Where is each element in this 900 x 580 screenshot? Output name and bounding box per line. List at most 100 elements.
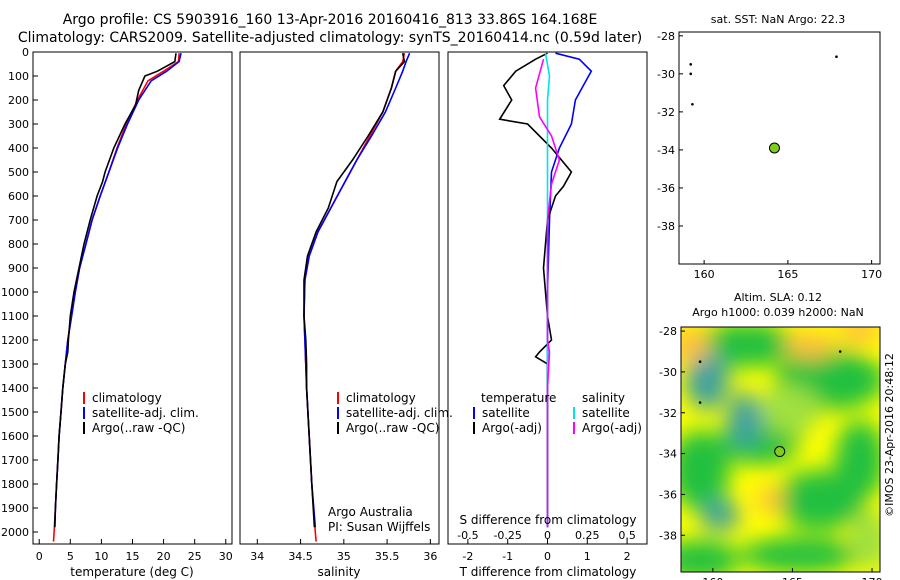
sst-map-points: [689, 55, 838, 154]
lon-tick-label: 165: [777, 268, 798, 281]
salinity-x-label: salinity: [317, 565, 360, 579]
lat-tick-label: -32: [657, 106, 675, 119]
argo-line: [54, 53, 177, 528]
s-diff-tick-label: 0.5: [618, 529, 636, 542]
profile-location-marker: [774, 446, 786, 458]
s-diff-tick-label: -0.25: [493, 529, 521, 542]
t-difference-x-axis: -2 -1 0 1 2: [462, 539, 631, 563]
difference-series: [498, 52, 593, 528]
profile-location-marker: [768, 142, 780, 154]
figure-title-line1: Argo profile: CS 5903916_160 13-Apr-2016…: [63, 12, 598, 28]
difference-legend: temperature salinity satellite Argo(-adj…: [473, 391, 642, 435]
s-argo-diff-line: [534, 58, 561, 528]
climatology-line: [303, 53, 406, 542]
temperature-axes-frame: [32, 51, 233, 545]
x-tick-label: -2: [462, 550, 473, 563]
lon-tick-label: 170: [861, 268, 882, 281]
depth-tick-label: 200: [8, 94, 29, 107]
heatmap-blob: [727, 392, 763, 448]
float-position-point: [698, 401, 702, 404]
sst-map-title: sat. SST: NaN Argo: 22.3: [711, 13, 845, 26]
legend-climatology: climatology: [346, 391, 416, 405]
salinity-series: [303, 52, 411, 542]
heatmap-blobs: [681, 327, 880, 572]
x-tick-label: 5: [67, 550, 74, 563]
depth-tick-label: 900: [8, 262, 29, 275]
s-diff-tick-label: 0: [544, 529, 551, 542]
lat-tick-label: -34: [659, 448, 677, 461]
depth-tick-label: 2000: [1, 526, 29, 539]
depth-tick-label: 1900: [1, 502, 29, 515]
lat-tick-label: -30: [659, 366, 677, 379]
sla-map-title-line1: Altim. SLA: 0.12: [734, 291, 822, 304]
legend-t-satellite: satellite: [482, 406, 530, 420]
depth-tick-label: 700: [8, 214, 29, 227]
lat-tick-label: -28: [659, 325, 677, 338]
legend-argo: Argo(..raw -QC): [346, 421, 439, 435]
float-position-point: [835, 55, 838, 59]
lon-tick-label: 165: [782, 576, 803, 580]
lon-tick-label: 160: [702, 576, 723, 580]
heatmap-blob: [700, 499, 740, 531]
x-tick-label: 34.5: [288, 550, 313, 563]
float-position-point: [689, 63, 693, 66]
heatmap-blob: [838, 327, 880, 344]
float-position-point: [698, 360, 702, 364]
depth-tick-label: 1400: [1, 382, 29, 395]
heatmap-blob: [760, 385, 820, 435]
depth-tick-label: 500: [8, 166, 29, 179]
legend-satellite-adj: satellite-adj. clim.: [92, 406, 199, 420]
sla-map-points: [698, 350, 842, 458]
temperature-panel: 0100200300400500600700800900100011001200…: [1, 46, 233, 579]
sst-map-axes: -28 -30 -32 -34 -36 -38 160 165 170: [657, 30, 882, 281]
x-tick-label: 0: [544, 550, 551, 563]
x-tick-label: 2: [624, 550, 631, 563]
heatmap-blob: [785, 331, 835, 359]
heatmap-blob: [681, 430, 730, 510]
salinity-legend: climatology satellite-adj. clim. Argo(..…: [337, 391, 453, 435]
satellite-adj-line: [303, 52, 411, 528]
heatmap-blob: [740, 537, 860, 572]
sla-map-axes: -28 -30 -32 -34 -36 -38 160 165 170: [659, 325, 883, 580]
depth-tick-label: 1200: [1, 334, 29, 347]
float-position-point: [691, 102, 694, 106]
heatmap-blob: [681, 540, 740, 572]
x-tick-label: 35.5: [375, 550, 400, 563]
x-tick-label: 35: [337, 550, 351, 563]
legend-title-salinity: salinity: [582, 391, 625, 405]
lon-tick-label: 160: [694, 268, 715, 281]
x-tick-label: -1: [502, 550, 513, 563]
s-difference-label: S difference from climatology: [460, 513, 637, 527]
annotation-pi: PI: Susan Wijffels: [328, 520, 430, 534]
depth-tick-label: 1800: [1, 478, 29, 491]
lat-tick-label: -36: [659, 488, 677, 501]
depth-tick-label: 1300: [1, 358, 29, 371]
heatmap-blob: [755, 488, 785, 512]
copyright-note: ©IMOS 23-Apr-2016 20:48:12: [883, 353, 896, 517]
x-tick-label: 20: [157, 550, 171, 563]
depth-tick-label: 1500: [1, 406, 29, 419]
lat-tick-label: -30: [657, 68, 675, 81]
legend-t-argo: Argo(-adj): [482, 421, 542, 435]
lon-tick-label: 170: [862, 576, 883, 580]
depth-tick-label: 1700: [1, 454, 29, 467]
argo-line: [303, 53, 406, 528]
sla-map-panel: Altim. SLA: 0.12 Argo h1000: 0.039 h2000…: [659, 291, 883, 580]
legend-s-satellite: satellite: [582, 406, 630, 420]
s-difference-ticks: -0.5 -0.25 0 0.25 0.5: [457, 529, 636, 542]
depth-tick-label: 1100: [1, 310, 29, 323]
sla-map-title-line2: Argo h1000: 0.039 h2000: NaN: [692, 306, 864, 319]
temperature-series: [52, 53, 182, 542]
heatmap-blob: [835, 420, 880, 500]
lat-tick-label: -34: [657, 144, 675, 157]
x-tick-label: 36: [423, 550, 437, 563]
depth-axis: 0 100 200 300 400 500 600 700 800 900 1000 1100 1200…: [1, 46, 38, 539]
lat-tick-label: -36: [657, 182, 675, 195]
s-diff-tick-label: 0.25: [575, 529, 600, 542]
sst-map-panel: sat. SST: NaN Argo: 22.3 -28 -30 -32 -34 -36…: [657, 13, 882, 281]
s-diff-tick-label: -0.5: [457, 529, 478, 542]
t-satellite-diff-line: [546, 52, 593, 528]
sst-map-frame: [678, 31, 881, 265]
legend-climatology: climatology: [92, 391, 162, 405]
